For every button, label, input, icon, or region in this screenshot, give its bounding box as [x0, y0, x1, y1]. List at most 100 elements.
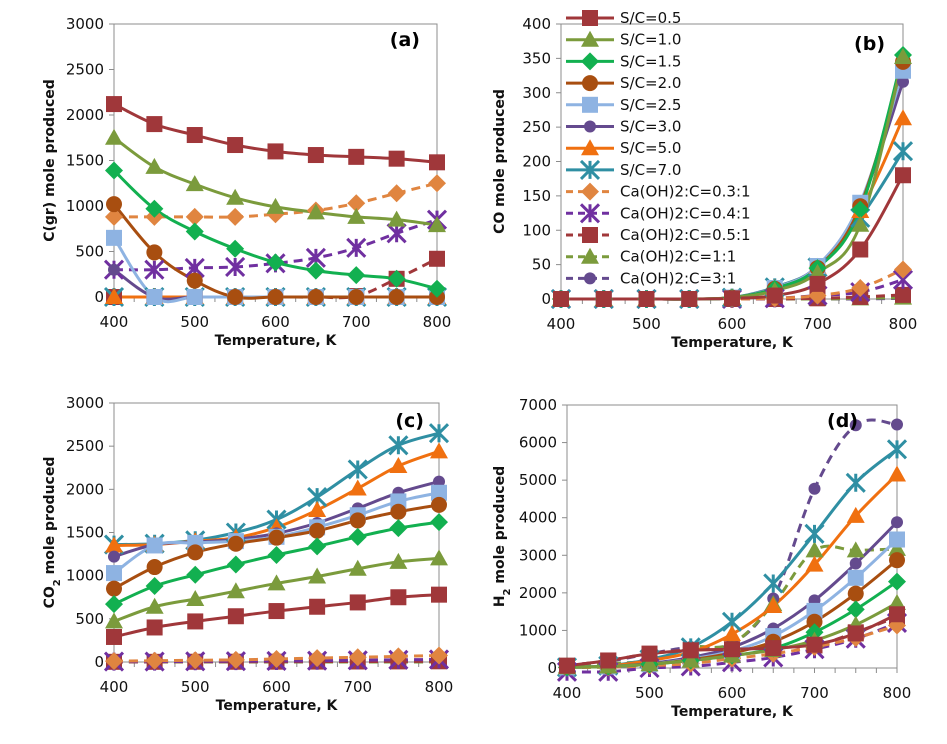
data-point-S/C=5.0 — [888, 465, 906, 482]
legend-label: S/C=5.0 — [620, 139, 681, 157]
legend-marker — [581, 139, 599, 156]
data-point-S/C=0.5 — [682, 642, 699, 659]
legend-item: S/C=3.0 — [566, 118, 681, 136]
data-point-S/C=0.5 — [187, 613, 204, 630]
data-point-S/C=2.0 — [106, 196, 122, 213]
y-tick-label: 0 — [541, 290, 551, 308]
data-point-Ca(OH)2:C=1:1 — [805, 541, 824, 558]
data-point-S/C=7.0 — [763, 573, 784, 594]
panel-b: 0 50 100 150 200 250 300 350 400 400 500 600 700 800 T… — [492, 15, 917, 351]
data-point-S/C=0.5 — [724, 641, 740, 658]
legend-marker — [581, 182, 599, 201]
legend-marker — [579, 203, 601, 224]
data-point-Ca(OH)2:C=1:1 — [846, 541, 865, 558]
data-point-S/C=1.0 — [681, 651, 700, 668]
x-tick-label: 800 — [423, 313, 452, 331]
legend-label: S/C=3.0 — [620, 118, 681, 136]
data-point-S/C=3.0 — [891, 516, 903, 529]
data-point-Ca(OH)2:C=0.3:1 — [185, 207, 204, 226]
panel-a: 0 500 1000 1500 2000 2500 3000 400 500 600 700 800 T… — [42, 15, 451, 349]
data-point-S/C=1.5 — [185, 222, 204, 241]
x-axis-label: Temperature, K — [671, 335, 794, 351]
legend-marker — [582, 96, 598, 113]
legend-label: Ca(OH)2:C=1:1 — [620, 248, 736, 266]
data-point-Ca(OH)2:C=0.3:1 — [105, 652, 123, 671]
y-tick-label: 2000 — [66, 480, 104, 498]
data-point-S/C=1.5 — [389, 519, 408, 538]
legend-marker — [582, 75, 598, 92]
data-point-S/C=1.0 — [348, 559, 367, 576]
x-tick-label: 600 — [261, 313, 290, 331]
data-point-S/C=7.0 — [892, 141, 914, 162]
y-tick-label: 400 — [522, 15, 551, 33]
legend-marker — [582, 227, 598, 243]
data-point-S/C=2.5 — [186, 289, 203, 305]
legend-label: S/C=1.0 — [620, 31, 681, 49]
panel-d: 0 1000 2000 3000 4000 5000 6000 7000 400 500 600 70… — [492, 396, 911, 720]
data-point-S/C=0.5 — [309, 598, 326, 615]
data-point-S/C=2.0 — [388, 289, 405, 305]
data-point-S/C=5.0 — [764, 597, 783, 614]
x-tick-label: 800 — [889, 315, 918, 333]
data-point-Ca(OH)2:C=3:1 — [891, 418, 903, 431]
data-point-S/C=5.0 — [846, 506, 865, 523]
data-point-S/C=0.5 — [553, 291, 569, 307]
data-point-Ca(OH)2:C=0.3:1 — [851, 279, 870, 297]
data-point-S/C=1.0 — [186, 589, 205, 606]
data-point-S/C=5.0 — [105, 536, 123, 553]
data-point-Ca(OH)2:C=0.5:1 — [429, 250, 445, 267]
y-tick-label: 1000 — [66, 567, 104, 585]
y-tick-label: 350 — [522, 49, 551, 67]
data-point-S/C=0.5 — [852, 241, 869, 258]
data-point-S/C=1.5 — [226, 555, 245, 574]
data-point-S/C=2.0 — [187, 544, 204, 561]
legend-marker — [582, 10, 598, 26]
legend: S/C=0.5 S/C=1.0 S/C=1.5 S/C=2.0 S/C=2.5 S/C=3… — [566, 9, 751, 287]
data-point-S/C=1.5 — [347, 266, 366, 285]
data-point-S/C=1.0 — [387, 210, 406, 227]
data-point-S/C=0.5 — [431, 586, 447, 603]
panel-label-b: (b) — [854, 33, 885, 55]
x-tick-label: 700 — [342, 313, 371, 331]
y-tick-label: 0 — [94, 288, 104, 306]
y-tick-label: 2500 — [66, 61, 104, 79]
data-point-S/C=1.5 — [267, 545, 286, 564]
data-point-S/C=0.5 — [559, 657, 575, 674]
data-point-S/C=0.5 — [106, 628, 122, 645]
x-tick-label: 600 — [718, 684, 747, 702]
data-point-S/C=2.0 — [268, 529, 285, 546]
data-point-S/C=2.5 — [889, 531, 905, 548]
data-point-S/C=1.5 — [226, 239, 245, 258]
panel-c: 0 500 1000 1500 2000 2500 3000 400 500 600 700 800 T… — [42, 394, 453, 714]
data-point-S/C=2.0 — [431, 496, 447, 513]
legend-item: S/C=0.5 — [566, 9, 681, 27]
data-point-S/C=2.0 — [186, 272, 203, 289]
y-axis-label: CO mole produced — [492, 89, 508, 234]
data-point-S/C=2.5 — [106, 229, 122, 246]
y-tick-label: 1000 — [66, 197, 104, 215]
x-tick-label: 800 — [425, 678, 454, 696]
data-point-Ca(OH)2:C=0.3:1 — [145, 651, 164, 670]
data-point-S/C=0.5 — [349, 594, 366, 611]
data-point-Ca(OH)2:C=0.3:1 — [186, 651, 205, 670]
y-tick-label: 3000 — [66, 15, 104, 33]
data-point-S/C=0.5 — [390, 589, 407, 606]
data-point-S/C=1.5 — [428, 279, 446, 298]
legend-marker — [581, 52, 599, 71]
series-line-Ca(OH)2:C=0.3:1 — [113, 654, 440, 663]
data-point-S/C=7.0 — [428, 423, 450, 444]
data-point-S/C=1.5 — [266, 253, 285, 272]
y-axis-label: H2 mole produced — [492, 466, 513, 607]
data-point-S/C=2.0 — [806, 613, 823, 630]
data-point-S/C=1.0 — [640, 655, 659, 672]
data-point-S/C=0.5 — [267, 143, 284, 160]
x-tick-label: 600 — [718, 315, 747, 333]
data-point-S/C=2.0 — [390, 503, 407, 520]
data-point-S/C=0.5 — [641, 645, 658, 662]
data-point-S/C=7.0 — [845, 472, 866, 493]
data-point-S/C=1.5 — [851, 200, 870, 219]
x-tick-label: 700 — [803, 315, 832, 333]
data-point-S/C=3.0 — [108, 550, 120, 563]
legend-label: S/C=0.5 — [620, 9, 681, 27]
